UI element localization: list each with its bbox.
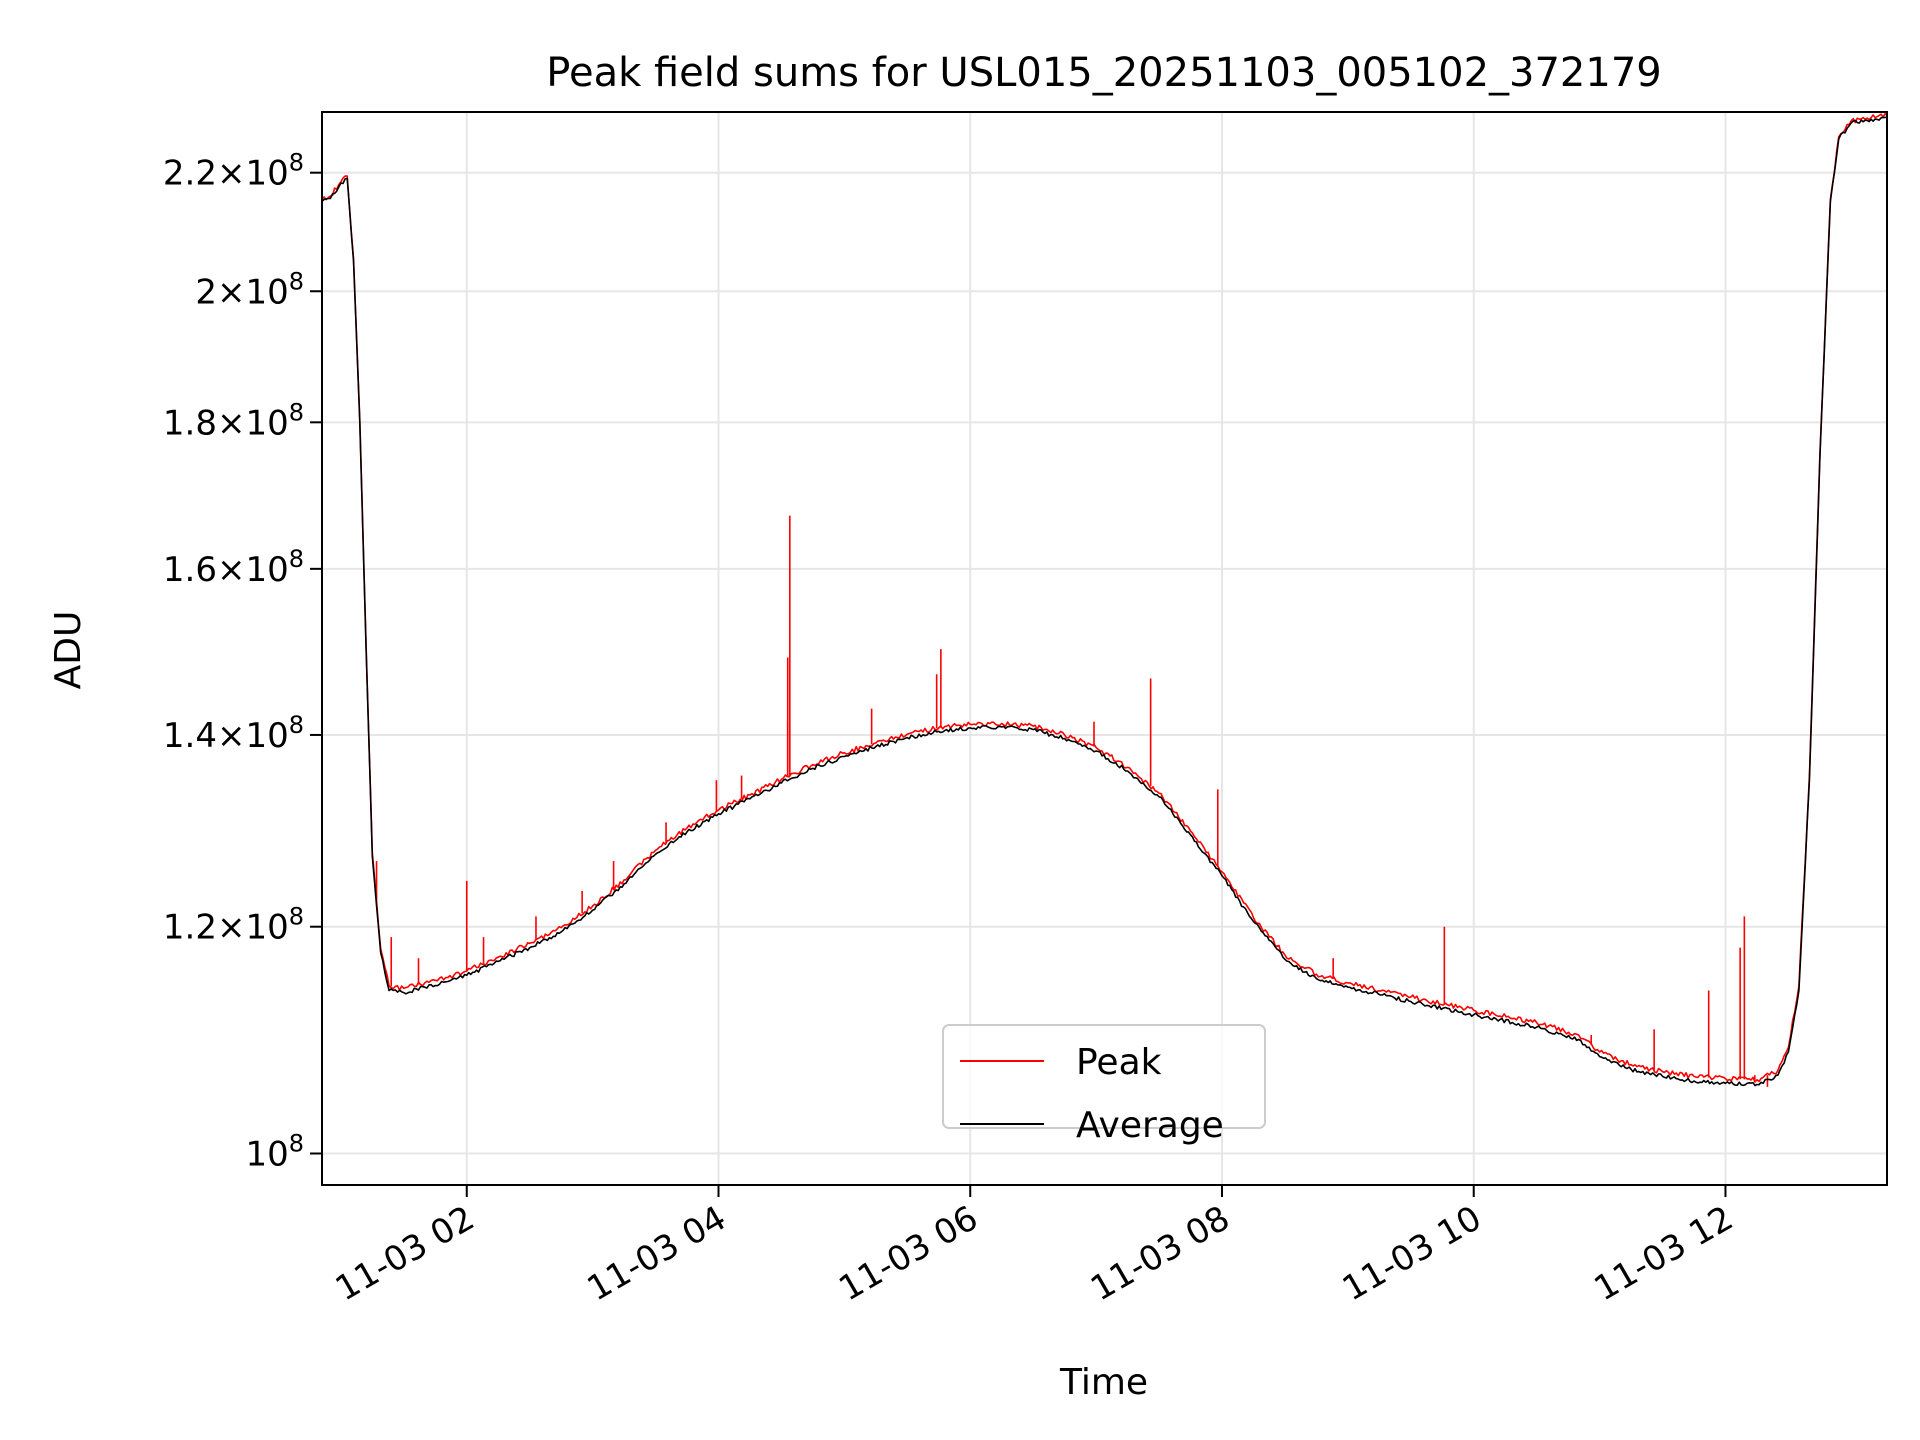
y-tick-label: 2×108 xyxy=(195,267,304,312)
legend: Peak Average xyxy=(942,1024,1266,1146)
y-axis: 108 1.2×108 1.4×108 1.6×108 1.8×108 2×108 2.2×… xyxy=(163,149,322,1175)
grid xyxy=(322,112,1887,1185)
plot-frame xyxy=(321,111,1888,1186)
legend-box xyxy=(942,1024,1266,1129)
chart-title: Peak field sums for USL015_20251103_0051… xyxy=(546,50,1661,96)
legend-label-peak: Peak xyxy=(1076,1042,1162,1083)
legend-label-average: Average xyxy=(1076,1105,1224,1146)
y-tick-label: 108 xyxy=(245,1130,304,1175)
y-tick-label: 1.8×108 xyxy=(163,398,304,443)
y-tick-label: 2.2×108 xyxy=(163,149,304,194)
peak-series-line xyxy=(322,113,1887,1083)
y-tick-label: 1.2×108 xyxy=(163,903,304,948)
series-layer xyxy=(322,113,1887,1087)
x-axis-label: Time xyxy=(1059,1362,1148,1403)
average-series-line xyxy=(322,116,1887,1087)
y-axis-label: ADU xyxy=(48,611,89,690)
y-tick-label: 1.6×108 xyxy=(163,545,304,590)
y-tick-label: 1.4×108 xyxy=(163,711,304,756)
